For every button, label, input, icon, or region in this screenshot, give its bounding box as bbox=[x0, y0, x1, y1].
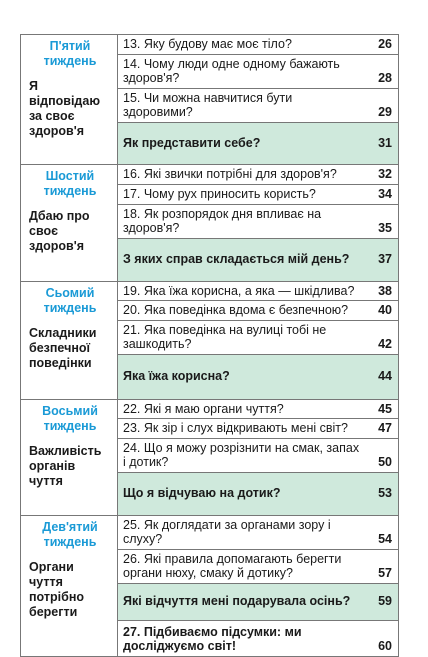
lesson-title: Яка їжа корисна? bbox=[123, 369, 230, 384]
summary-row: Як представити себе? 31 bbox=[118, 122, 399, 164]
lesson-title: Що я відчуваю на дотик? bbox=[123, 486, 281, 501]
week-block: Сьомий тиждень Складники безпечної поведі… bbox=[21, 281, 399, 400]
page-number: 26 bbox=[378, 37, 392, 51]
week-block: Восьмий тиждень Важливість органів чуття 2… bbox=[21, 399, 399, 516]
lesson-row: 24. Що я можу розрізнити на смак, запах … bbox=[118, 438, 399, 473]
lesson-title: 24. Що я можу розрізнити на смак, запах … bbox=[123, 440, 360, 470]
week-name: Сьомий тиждень bbox=[43, 285, 97, 315]
lesson-title: 16. Які звички потрібні для здоров'я? bbox=[123, 167, 337, 181]
page-number: 47 bbox=[378, 421, 392, 435]
page-number: 32 bbox=[378, 167, 392, 181]
page-number: 57 bbox=[378, 566, 392, 580]
lesson-title: 15. Чи можна навчитися бути здоровими? bbox=[123, 90, 293, 120]
lesson-list: 25. Як доглядати за органами зору і слух… bbox=[118, 515, 399, 656]
lesson-row: 13. Яку будову має моє тіло? 26 bbox=[118, 35, 399, 55]
lesson-title: Які відчуття мені подарувала осінь? bbox=[123, 594, 351, 609]
week-topic: Я відповідаю за своє здоров'я bbox=[29, 79, 100, 138]
lesson-title: 22. Які я маю органи чуття? bbox=[123, 401, 284, 416]
week-block: П'ятий тиждень Я відповідаю за своє здоро… bbox=[21, 35, 399, 165]
page-number: 35 bbox=[378, 221, 392, 235]
lesson-title: 23. Як зір і слух відкривають мені світ? bbox=[123, 421, 348, 435]
lesson-row: 21. Яка поведінка на вулиці тобі не зашк… bbox=[118, 320, 399, 355]
week-block: Дев'ятий тиждень Органи чуття потрібно бе… bbox=[21, 515, 399, 657]
page-number: 29 bbox=[378, 105, 392, 119]
lesson-title: 13. Яку будову має моє тіло? bbox=[123, 37, 292, 51]
page-number: 54 bbox=[378, 532, 392, 546]
lesson-row: 14. Чому люди одне одному бажають здоров… bbox=[118, 54, 399, 89]
summary-row: Які відчуття мені подарувала осінь? 59 bbox=[118, 583, 399, 621]
table-of-contents: П'ятий тиждень Я відповідаю за своє здоро… bbox=[20, 34, 399, 657]
lesson-title: 14. Чому люди одне одному бажають здоров… bbox=[123, 56, 340, 86]
lesson-row: 15. Чи можна навчитися бути здоровими? 29 bbox=[118, 88, 399, 123]
lesson-row: 20. Яка поведінка вдома є безпечною? 40 bbox=[118, 301, 399, 321]
lesson-row: 17. Чому рух приносить користь? 34 bbox=[118, 184, 399, 205]
lesson-list: 19. Яка їжа корисна, а яка — шкідлива? 38… bbox=[118, 281, 399, 399]
week-name: Восьмий тиждень bbox=[42, 403, 98, 433]
page-number: 28 bbox=[378, 71, 392, 85]
lesson-row: 25. Як доглядати за органами зору і слух… bbox=[118, 515, 399, 550]
lesson-row: 16. Які звички потрібні для здоров'я? 32 bbox=[118, 164, 399, 185]
lesson-title: 18. Як розпорядок дня впливає на здоров'… bbox=[123, 206, 322, 236]
week-topic: Дбаю про своє здоров'я bbox=[29, 208, 90, 253]
page-number: 44 bbox=[378, 369, 392, 384]
lesson-list: 22. Які я маю органи чуття? 45 23. Як зір … bbox=[118, 399, 399, 515]
week-name: Шостий тиждень bbox=[43, 168, 97, 198]
page-number: 59 bbox=[378, 594, 392, 609]
week-topic: Важливість органів чуття bbox=[29, 443, 102, 488]
week-name: П'ятий тиждень bbox=[43, 39, 97, 68]
summary-row: З яких справ складається мій день? 37 bbox=[118, 238, 399, 281]
lesson-row: 19. Яка їжа корисна, а яка — шкідлива? 38 bbox=[118, 281, 399, 301]
page-number: 45 bbox=[378, 401, 392, 416]
lesson-row: 18. Як розпорядок дня впливає на здоров'… bbox=[118, 204, 399, 239]
lesson-list: 16. Які звички потрібні для здоров'я? 32 1… bbox=[118, 164, 399, 281]
lesson-title: 27. Підбиваємо підсумки: ми досліджуємо … bbox=[123, 624, 302, 654]
lesson-row: 23. Як зір і слух відкривають мені світ?… bbox=[118, 419, 399, 439]
lesson-row: 27. Підбиваємо підсумки: ми досліджуємо … bbox=[118, 620, 399, 656]
page-number: 42 bbox=[378, 337, 392, 351]
page-number: 53 bbox=[378, 486, 392, 501]
lesson-title: З яких справ складається мій день? bbox=[123, 252, 350, 267]
lesson-title: 17. Чому рух приносить користь? bbox=[123, 187, 316, 201]
lesson-row: 26. Які правила допомагають берегти орга… bbox=[118, 549, 399, 584]
page-number: 50 bbox=[378, 455, 392, 469]
page-number: 60 bbox=[378, 639, 392, 653]
week-label: Восьмий тиждень Важливість органів чуття bbox=[21, 399, 118, 515]
lesson-title: Як представити себе? bbox=[123, 135, 261, 150]
lesson-title: 25. Як доглядати за органами зору і слух… bbox=[123, 517, 331, 547]
week-topic: Органи чуття потрібно берегти bbox=[29, 559, 85, 619]
summary-row: Яка їжа корисна? 44 bbox=[118, 354, 399, 399]
week-label: Сьомий тиждень Складники безпечної поведі… bbox=[21, 281, 118, 399]
week-topic: Складники безпечної поведінки bbox=[29, 325, 97, 370]
page-number: 34 bbox=[378, 187, 392, 201]
week-label: П'ятий тиждень Я відповідаю за своє здоро… bbox=[21, 35, 118, 164]
page-number: 38 bbox=[378, 283, 392, 298]
page-number: 31 bbox=[378, 135, 392, 150]
page-number: 37 bbox=[378, 252, 392, 267]
lesson-title: 26. Які правила допомагають берегти орга… bbox=[123, 551, 342, 581]
week-label: Шостий тиждень Дбаю про своє здоров'я bbox=[21, 164, 118, 281]
lesson-title: 20. Яка поведінка вдома є безпечною? bbox=[123, 303, 349, 317]
week-name: Дев'ятий тиждень bbox=[42, 519, 98, 549]
lesson-list: 13. Яку будову має моє тіло? 26 14. Чому л… bbox=[118, 35, 399, 164]
lesson-title: 19. Яка їжа корисна, а яка — шкідлива? bbox=[123, 283, 355, 298]
week-block: Шостий тиждень Дбаю про своє здоров'я 16. … bbox=[21, 164, 399, 282]
lesson-title: 21. Яка поведінка на вулиці тобі не зашк… bbox=[123, 322, 327, 352]
lesson-row: 22. Які я маю органи чуття? 45 bbox=[118, 399, 399, 419]
week-label: Дев'ятий тиждень Органи чуття потрібно бе… bbox=[21, 515, 118, 656]
summary-row: Що я відчуваю на дотик? 53 bbox=[118, 472, 399, 515]
page-number: 40 bbox=[378, 303, 392, 317]
